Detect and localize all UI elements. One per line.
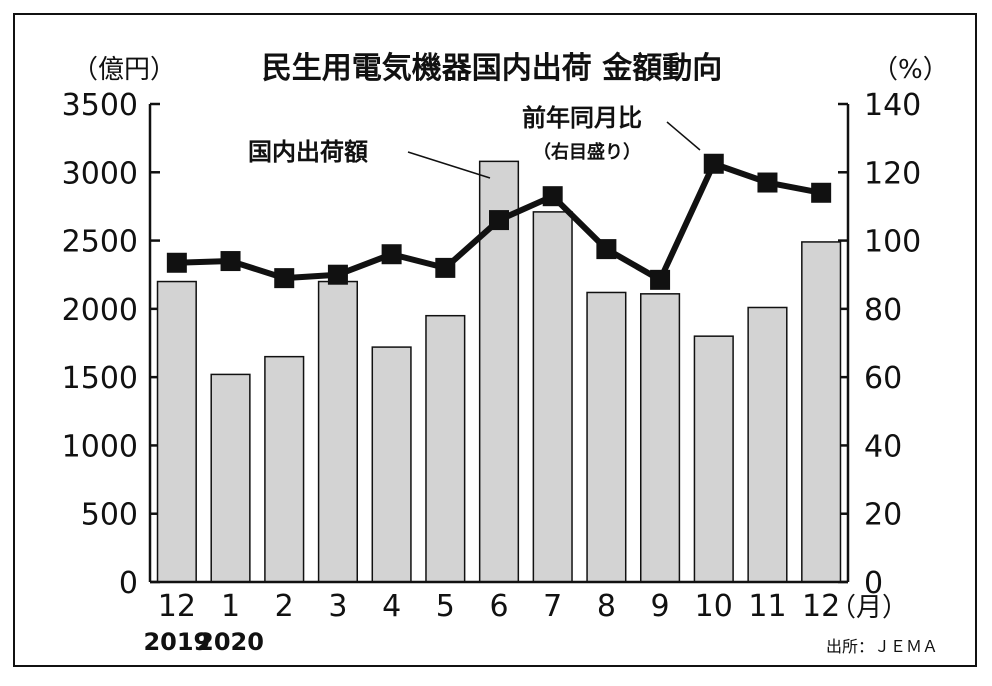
right-axis-unit: （%）	[872, 55, 949, 85]
left-axis-tick-label: 0	[119, 566, 138, 601]
x-axis-tick-label: 7	[543, 589, 562, 624]
right-axis-tick-label: 80	[864, 293, 902, 328]
bar	[532, 211, 573, 583]
bar	[156, 280, 197, 583]
bar	[425, 314, 466, 583]
left-axis-unit: （億円）	[72, 55, 176, 85]
source-label: 出所：ＪＥＭＡ	[826, 637, 938, 656]
bar	[639, 293, 681, 583]
bar	[693, 335, 734, 583]
bar	[210, 373, 251, 583]
x-axis-tick-label: 2	[275, 589, 294, 624]
line-marker	[220, 251, 241, 272]
left-axis-tick-label: 1000	[62, 429, 138, 464]
x-axis-tick-label: 9	[651, 589, 670, 624]
left-axis-tick-label: 500	[81, 498, 138, 533]
x-axis-tick-label: 5	[436, 589, 455, 624]
right-axis-tick-label: 40	[864, 429, 902, 464]
bar	[747, 306, 788, 583]
line-marker	[703, 153, 724, 174]
line-callout-leader	[666, 121, 701, 151]
line-series	[166, 153, 832, 290]
line-marker	[489, 210, 509, 231]
month-unit-label: （月）	[830, 593, 908, 623]
right-axis-tick-label: 100	[864, 225, 921, 260]
left-axis-tick-label: 3500	[62, 88, 138, 123]
x-axis-tick-label: 8	[597, 589, 616, 624]
left-axis-tick-label: 2500	[62, 225, 138, 260]
x-axis-tick-label: 4	[382, 589, 401, 624]
line-marker	[811, 182, 832, 203]
line-marker	[381, 244, 402, 265]
line-series-note: （右目盛り）	[533, 141, 641, 163]
right-axis-tick-label: 120	[864, 156, 921, 191]
right-axis-tick-label: 0	[864, 566, 883, 601]
x-axis-tick-label: 11	[748, 589, 786, 624]
bar-series	[156, 160, 842, 583]
line-marker	[542, 186, 563, 207]
line-marker	[327, 264, 348, 285]
line-marker	[435, 257, 456, 278]
line-marker	[596, 239, 617, 260]
year-label: 2019	[143, 628, 210, 656]
line-marker	[757, 172, 778, 193]
right-axis-tick-label: 20	[864, 498, 902, 533]
line-marker	[274, 268, 295, 289]
bar	[801, 241, 842, 583]
line-marker	[166, 252, 187, 273]
chart-title: 民生用電気機器国内出荷 金額動向	[262, 51, 722, 86]
bar-callout-leader	[407, 151, 491, 179]
x-axis-tick-label: 12	[802, 589, 840, 624]
left-axis-tick-label: 1500	[62, 361, 138, 396]
bar	[371, 346, 412, 583]
left-axis-tick-label: 2000	[62, 293, 138, 328]
right-axis-tick-label: 60	[864, 361, 902, 396]
line-marker	[650, 269, 671, 290]
left-axis-tick-label: 3000	[62, 156, 138, 191]
x-axis-tick-label: 12	[158, 589, 196, 624]
axis-labels: 0 500 1000 1500 2000 2500 3000 3500 0 20 40 60 80 100…	[62, 88, 922, 656]
bar-series-label: 国内出荷額	[248, 138, 368, 166]
x-axis-tick-label: 3	[328, 589, 347, 624]
bar	[317, 280, 359, 583]
year-label: 2020	[197, 628, 264, 656]
bar	[264, 355, 305, 583]
bar	[586, 291, 627, 583]
line-series-label: 前年同月比	[522, 104, 642, 132]
x-axis-tick-label: 10	[695, 589, 733, 624]
x-axis-tick-label: 6	[489, 589, 508, 624]
right-axis-tick-label: 140	[864, 88, 921, 123]
x-axis-tick-label: 1	[221, 589, 240, 624]
